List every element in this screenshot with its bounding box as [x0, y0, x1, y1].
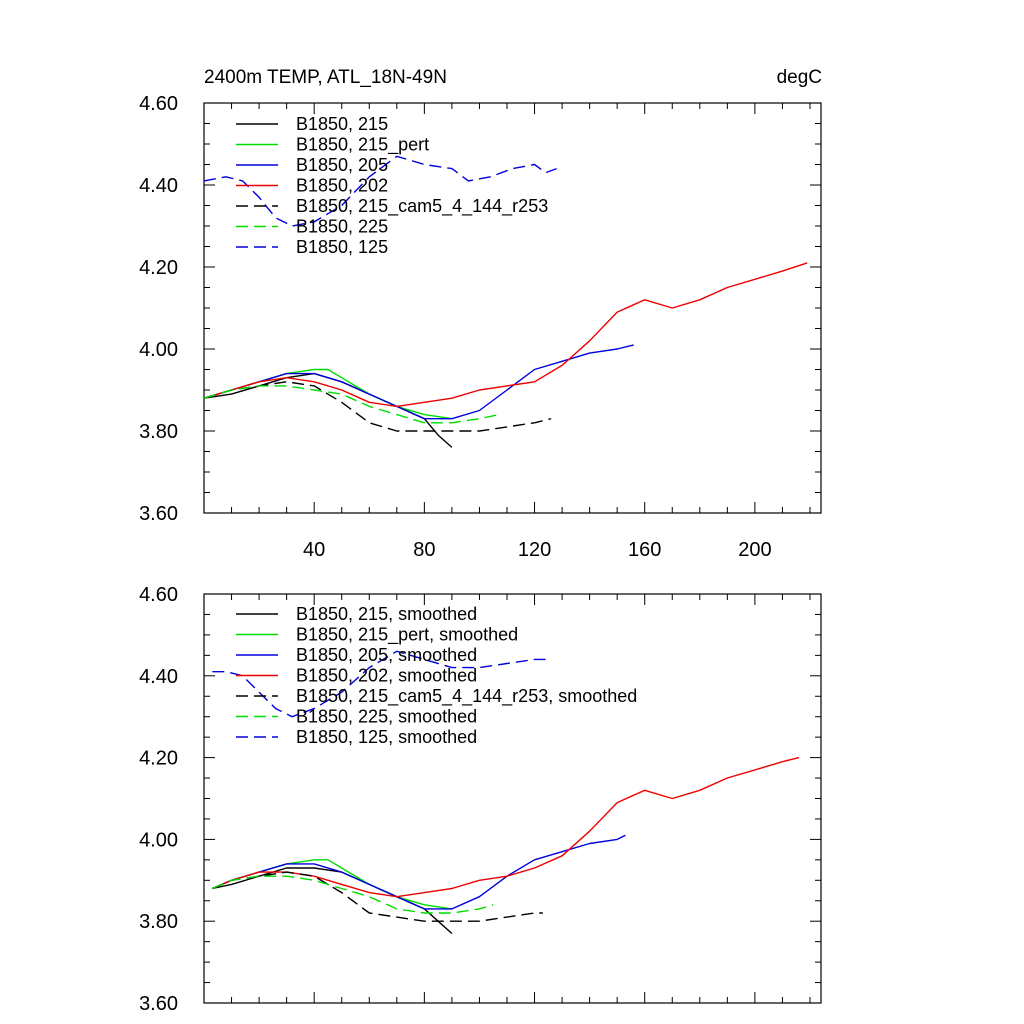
series-line-1: [212, 859, 453, 910]
legend-label: B1850, 215: [296, 114, 388, 134]
legend-label: B1850, 215, smoothed: [296, 604, 477, 624]
chart-title: 2400m TEMP, ATL_18N-49N: [204, 67, 447, 88]
series-line-3: [212, 756, 800, 898]
series-line-6: [203, 155, 557, 227]
y-tick-label: 4.00: [139, 339, 178, 361]
y-tick-label: 3.80: [139, 421, 178, 443]
x-tick-label: 40: [303, 539, 325, 561]
y-tick-label: 4.60: [139, 584, 178, 606]
legend-label: B1850, 215_pert, smoothed: [296, 625, 518, 646]
legend-label: B1850, 215_cam5_4_144_r253: [296, 196, 548, 217]
legend-label: B1850, 205: [296, 155, 388, 175]
legend-label: B1850, 125, smoothed: [296, 727, 477, 747]
series-line-2: [212, 834, 626, 910]
x-tick-label: 200: [738, 539, 771, 561]
units-label: degC: [777, 67, 822, 88]
series-line-6: [212, 650, 546, 718]
legend-label: B1850, 215_pert: [296, 135, 429, 156]
y-tick-label: 4.20: [139, 748, 178, 770]
bottom-panel: 3.60 3.80 4.00 4.20 4.40 4.60 B1850, 215, smoo…: [139, 584, 822, 1015]
series-line-4: [203, 381, 552, 432]
series-line-5: [203, 385, 499, 424]
y-tick-label: 4.00: [139, 829, 178, 851]
x-tick-label: 80: [413, 539, 435, 561]
y-tick-label: 3.80: [139, 911, 178, 933]
y-tick-label: 3.60: [139, 993, 178, 1015]
y-tick-label: 4.40: [139, 666, 178, 688]
legend-label: B1850, 225, smoothed: [296, 707, 477, 727]
x-tick-label: 120: [518, 539, 551, 561]
y-tick-label: 4.60: [139, 93, 178, 115]
y-tick-label: 4.20: [139, 257, 178, 279]
top-panel: 2400m TEMP, ATL_18N-49N degC 3.60 3.80 4.0…: [139, 67, 822, 561]
legend-label: B1850, 205, smoothed: [296, 645, 477, 665]
legend-label: B1850, 215_cam5_4_144_r253, smoothed: [296, 686, 637, 707]
series-line-4: [212, 871, 543, 922]
series-line-5: [212, 875, 494, 914]
legend-label: B1850, 202, smoothed: [296, 666, 477, 686]
y-tick-label: 3.60: [139, 503, 178, 525]
y-tick-label: 4.40: [139, 175, 178, 197]
series-line-3: [203, 262, 808, 408]
series-line-0: [203, 372, 453, 448]
legend-label: B1850, 125: [296, 237, 388, 257]
legend-label: B1850, 202: [296, 176, 388, 196]
legend-label: B1850, 225: [296, 217, 388, 237]
x-tick-label: 160: [628, 539, 661, 561]
series-line-2: [203, 344, 634, 420]
